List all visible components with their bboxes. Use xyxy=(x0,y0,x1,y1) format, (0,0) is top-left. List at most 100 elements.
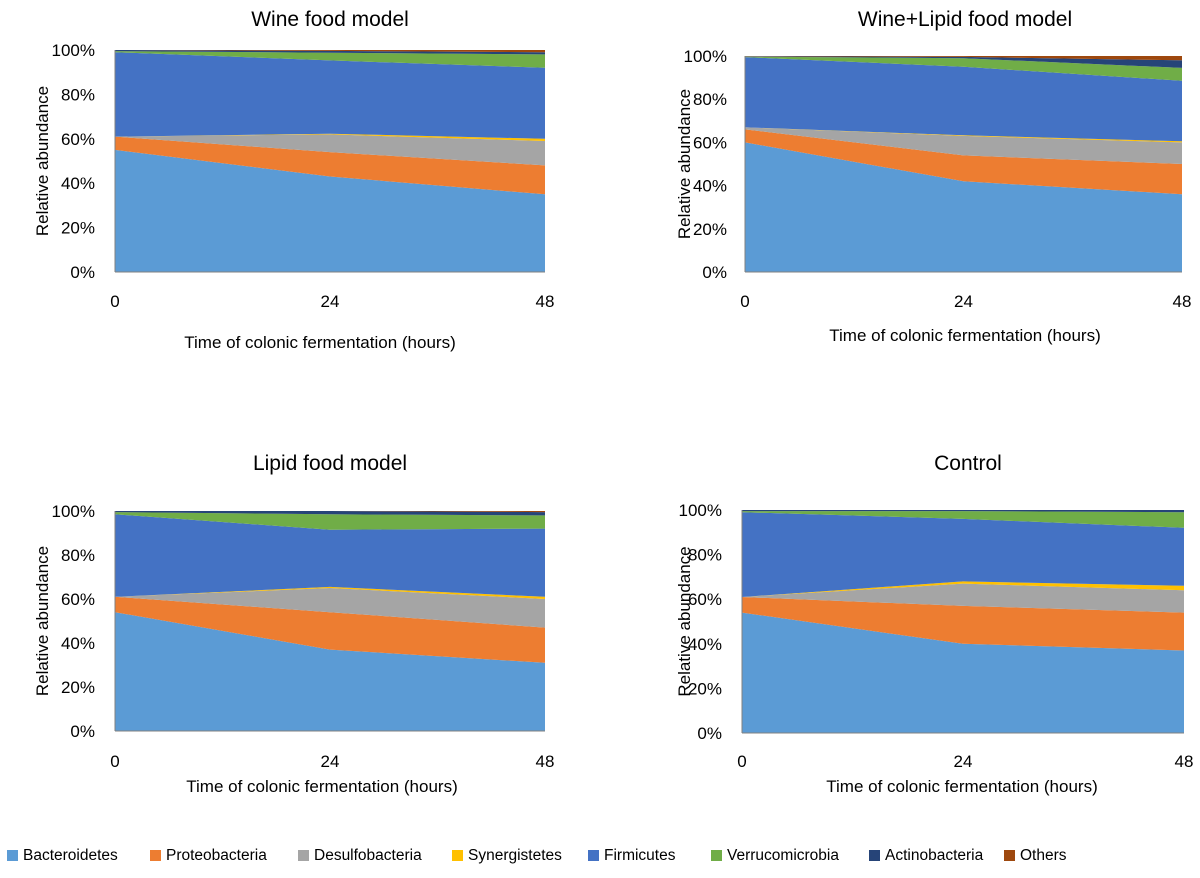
legend-label: Proteobacteria xyxy=(166,847,267,864)
legend-label: Others xyxy=(1020,847,1067,864)
x-tick-label: 48 xyxy=(536,752,555,771)
y-tick-label: 20% xyxy=(688,679,722,698)
legend-swatch xyxy=(711,850,722,861)
legend-label: Synergistetes xyxy=(468,847,562,864)
x-tick-label: 48 xyxy=(1173,292,1192,311)
legend-label: Desulfobacteria xyxy=(314,847,422,864)
chart-title: Wine+Lipid food model xyxy=(858,8,1072,31)
y-tick-label: 0% xyxy=(697,724,722,743)
legend-label: Verrucomicrobia xyxy=(727,847,839,864)
x-tick-label: 48 xyxy=(1175,752,1194,771)
area-desulfobacteria xyxy=(115,588,545,628)
chart-title: Wine food model xyxy=(251,8,409,31)
y-tick-label: 0% xyxy=(70,263,95,282)
legend-item-others: Others xyxy=(1004,847,1067,864)
legend-swatch xyxy=(298,850,309,861)
area-proteobacteria xyxy=(742,597,1184,651)
y-tick-label: 80% xyxy=(688,546,722,565)
legend-item-bacteroidetes: Bacteroidetes xyxy=(7,847,118,864)
chart-panel-wine-lipid-food-model: Wine+Lipid food model 0% 20% 40% 60% 80% 100% 0… xyxy=(675,8,1191,345)
area-actinobacteria xyxy=(742,510,1184,513)
x-axis-title: Time of colonic fermentation (hours) xyxy=(829,326,1100,345)
y-tick-label: 60% xyxy=(61,590,95,609)
y-tick-label: 40% xyxy=(693,177,727,196)
y-tick-label: 80% xyxy=(693,90,727,109)
legend: Bacteroidetes Proteobacteria Desulfobacter… xyxy=(7,847,1067,864)
legend-label: Firmicutes xyxy=(604,847,676,864)
area-synergistetes xyxy=(742,581,1184,597)
area-desulfobacteria xyxy=(115,134,545,166)
x-tick-label: 24 xyxy=(321,292,340,311)
chart-panel-wine-food-model: Wine food model 0% 20% 40% 60% 80% 100% 0 24 48 Ti… xyxy=(33,8,554,352)
x-axis-title: Time of colonic fermentation (hours) xyxy=(186,777,457,796)
area-bacteroidetes xyxy=(742,612,1184,733)
y-tick-label: 60% xyxy=(688,590,722,609)
legend-swatch xyxy=(1004,850,1015,861)
area-desulfobacteria xyxy=(745,127,1182,164)
x-tick-label: 0 xyxy=(110,292,119,311)
chart-panel-lipid-food-model: Lipid food model 0% 20% 40% 60% 80% 100% 0 24 48 T… xyxy=(33,452,554,796)
area-synergistetes xyxy=(115,586,545,599)
area-synergistetes xyxy=(115,133,545,141)
area-firmicutes xyxy=(742,512,1184,597)
y-tick-label: 80% xyxy=(61,85,95,104)
y-tick-label: 20% xyxy=(693,220,727,239)
area-proteobacteria xyxy=(115,596,545,663)
area-verrucomicrobia xyxy=(745,56,1182,81)
y-tick-label: 40% xyxy=(61,174,95,193)
legend-swatch xyxy=(452,850,463,861)
area-firmicutes xyxy=(115,52,545,139)
area-verrucomicrobia xyxy=(742,511,1184,528)
y-tick-label: 0% xyxy=(70,722,95,741)
area-actinobacteria xyxy=(115,50,545,55)
x-tick-label: 0 xyxy=(110,752,119,771)
legend-item-proteobacteria: Proteobacteria xyxy=(150,847,267,864)
area-actinobacteria xyxy=(115,511,545,516)
y-tick-label: 100% xyxy=(52,502,95,521)
y-tick-label: 0% xyxy=(702,263,727,282)
y-axis-title: Relative abundance xyxy=(675,89,694,239)
y-axis-title: Relative abundance xyxy=(33,546,52,696)
legend-swatch xyxy=(588,850,599,861)
area-others xyxy=(115,511,545,513)
y-tick-label: 100% xyxy=(679,501,722,520)
area-bacteroidetes xyxy=(745,142,1182,272)
y-tick-label: 80% xyxy=(61,546,95,565)
legend-swatch xyxy=(7,850,18,861)
x-tick-label: 24 xyxy=(954,292,973,311)
y-tick-label: 60% xyxy=(693,133,727,152)
area-proteobacteria xyxy=(745,129,1182,195)
area-verrucomicrobia xyxy=(115,51,545,68)
area-proteobacteria xyxy=(115,136,545,195)
x-axis-title: Time of colonic fermentation (hours) xyxy=(184,333,455,352)
x-tick-label: 0 xyxy=(740,292,749,311)
area-desulfobacteria xyxy=(742,583,1184,613)
x-tick-label: 0 xyxy=(737,752,746,771)
legend-item-verrucomicrobia: Verrucomicrobia xyxy=(711,847,839,864)
area-actinobacteria xyxy=(745,56,1182,68)
legend-item-actinobacteria: Actinobacteria xyxy=(869,847,984,864)
area-bacteroidetes xyxy=(115,612,545,731)
area-verrucomicrobia xyxy=(115,512,545,530)
area-others xyxy=(745,56,1182,61)
x-tick-label: 24 xyxy=(954,752,973,771)
chart-title: Lipid food model xyxy=(253,452,407,475)
chart-panel-control: Control 0% 20% 40% 60% 80% 100% 0 24 48 Time of co… xyxy=(675,452,1193,796)
x-tick-label: 48 xyxy=(536,292,555,311)
legend-label: Bacteroidetes xyxy=(23,847,118,864)
area-firmicutes xyxy=(115,514,545,597)
y-tick-label: 20% xyxy=(61,219,95,238)
legend-item-firmicutes: Firmicutes xyxy=(588,847,676,864)
area-synergistetes xyxy=(745,127,1182,143)
legend-swatch xyxy=(150,850,161,861)
legend-item-desulfobacteria: Desulfobacteria xyxy=(298,847,422,864)
area-bacteroidetes xyxy=(115,149,545,272)
x-tick-label: 24 xyxy=(321,752,340,771)
y-tick-label: 40% xyxy=(61,634,95,653)
y-tick-label: 60% xyxy=(61,130,95,149)
y-tick-label: 100% xyxy=(684,47,727,66)
area-others xyxy=(115,50,545,53)
y-tick-label: 40% xyxy=(688,635,722,654)
y-axis-title: Relative abundance xyxy=(675,546,694,696)
